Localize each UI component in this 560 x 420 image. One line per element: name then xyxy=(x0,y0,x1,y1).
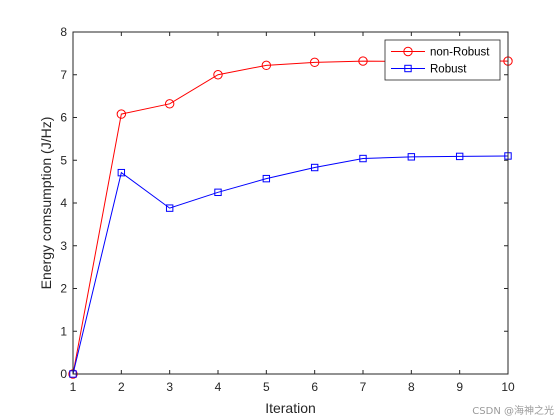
data-point-robust xyxy=(165,204,174,212)
data-point-robust xyxy=(359,154,367,163)
series-line-robust xyxy=(72,155,509,375)
data-point-non-robust xyxy=(358,56,368,66)
y-tick-label: 5 xyxy=(60,153,67,167)
x-tick-label: 9 xyxy=(456,380,463,394)
legend: non-Robust Robust xyxy=(384,39,501,81)
y-axis-label: Energy comsumption (J/Hz) xyxy=(38,117,54,290)
x-tick-label: 10 xyxy=(501,380,515,394)
data-point-robust xyxy=(214,188,222,197)
x-axis-label: Iteration xyxy=(265,400,316,416)
x-tick-label: 3 xyxy=(166,380,173,394)
y-tick-label: 2 xyxy=(60,282,67,296)
y-tick-label: 1 xyxy=(60,324,67,338)
data-point-non-robust xyxy=(261,60,272,71)
legend-label-robust: Robust xyxy=(430,64,467,76)
data-point-non-robust xyxy=(116,109,127,119)
x-tick-label: 8 xyxy=(408,380,415,394)
watermark: CSDN @海神之光 xyxy=(472,406,554,417)
data-point-robust xyxy=(455,152,464,161)
data-point-non-robust xyxy=(309,57,320,68)
y-tick-label: 7 xyxy=(60,68,67,82)
data-point-non-robust xyxy=(213,70,223,80)
y-tick-label: 4 xyxy=(60,196,67,210)
data-point-robust xyxy=(310,163,319,172)
data-point-non-robust xyxy=(164,99,175,109)
data-point-robust xyxy=(407,153,416,161)
y-tick-label: 0 xyxy=(60,367,67,381)
x-tick-label: 5 xyxy=(263,380,270,394)
x-tick-label: 7 xyxy=(360,380,367,394)
legend-label-non-robust: non-Robust xyxy=(430,47,490,59)
y-tick-label: 6 xyxy=(60,111,67,125)
x-tick-label: 4 xyxy=(215,380,222,394)
data-point-robust xyxy=(117,168,126,177)
legend-marker-non-robust xyxy=(403,46,413,57)
legend-box xyxy=(384,39,501,81)
plot-background xyxy=(73,32,508,374)
x-tick-label: 2 xyxy=(118,380,125,394)
y-tick-label: 3 xyxy=(60,239,67,253)
y-tick-label: 8 xyxy=(60,25,67,39)
legend-marker-robust xyxy=(404,64,412,73)
x-tick-label: 1 xyxy=(70,380,77,394)
data-point-robust xyxy=(262,174,271,183)
x-tick-label: 6 xyxy=(311,380,318,394)
